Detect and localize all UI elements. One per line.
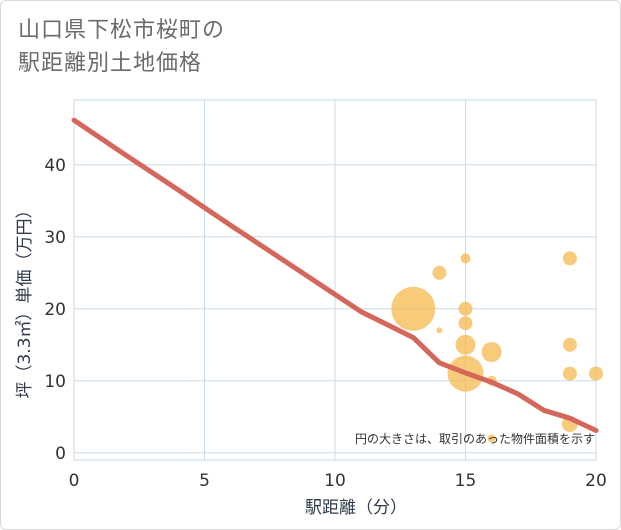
data-bubble [562, 366, 577, 381]
data-bubble [391, 286, 436, 331]
data-bubble [460, 253, 471, 264]
y-tick-label: 10 [44, 372, 66, 392]
y-tick-label: 20 [44, 300, 66, 320]
x-tick-label: 5 [199, 471, 210, 491]
data-bubble [432, 265, 447, 280]
chart-title-line1: 山口県下松市桜町の [18, 18, 226, 43]
y-axis-ticks: 0 10 20 30 40 [44, 156, 66, 464]
data-bubble [458, 301, 473, 316]
x-tick-label: 10 [324, 471, 346, 491]
x-axis-title: 駅距離（分） [305, 498, 407, 518]
data-bubble [458, 316, 473, 331]
x-tick-label: 0 [69, 471, 80, 491]
data-bubble [455, 334, 476, 355]
data-bubble [487, 434, 496, 443]
trend-line [71, 117, 599, 433]
chart-title: 山口県下松市桜町の 駅距離別土地価格 [18, 14, 225, 80]
data-bubble [481, 342, 502, 362]
chart-title-line2: 駅距離別土地価格 [18, 51, 203, 76]
y-tick-label: 40 [44, 156, 66, 176]
y-tick-label: 30 [44, 228, 66, 248]
bubble-size-note: 円の大きさは、取引のあった物件面積を示す [355, 431, 595, 446]
x-tick-label: 15 [455, 471, 477, 491]
y-tick-label: 0 [55, 444, 66, 464]
x-axis-ticks: 0 5 10 15 20 [69, 471, 607, 491]
x-tick-label: 20 [585, 471, 607, 491]
data-bubble [562, 251, 577, 266]
data-bubble [589, 366, 603, 381]
data-bubble [562, 337, 577, 352]
data-bubble [436, 327, 443, 334]
grid-lines [73, 99, 597, 461]
y-axis-title: 坪（3.3㎡）単価（万円） [15, 201, 35, 398]
